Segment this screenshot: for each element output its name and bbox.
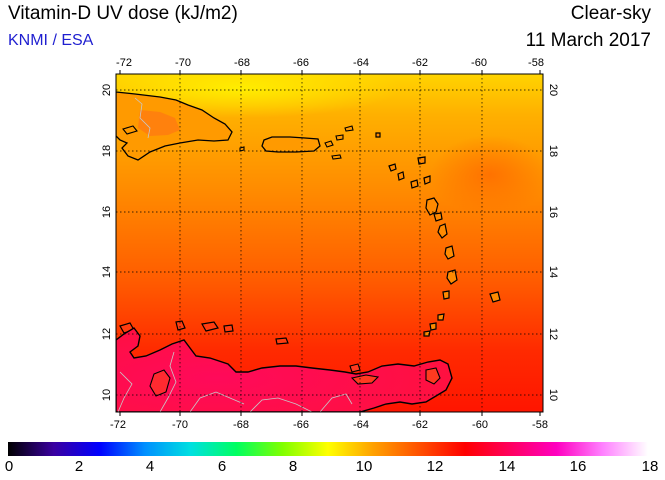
island-lesser-antilles <box>375 132 501 337</box>
lat-tick-right: 20 <box>547 84 559 96</box>
colorbar-label: 10 <box>355 458 373 475</box>
island-abc <box>119 320 289 345</box>
lat-labels-left: 10 12 14 16 18 20 <box>101 84 113 401</box>
lon-tick-top: -70 <box>175 57 191 69</box>
graticule <box>116 74 543 412</box>
lon-tick-bottom: -72 <box>110 419 126 431</box>
lat-tick-left: 18 <box>101 145 113 157</box>
lon-tick-bottom: -66 <box>293 419 309 431</box>
lat-tick-left: 16 <box>101 206 113 218</box>
credit-label: KNMI / ESA <box>8 32 94 49</box>
lon-labels-bottom: -72 -70 -68 -66 -64 -62 -60 -58 <box>110 419 548 431</box>
lat-tick-right: 10 <box>547 389 559 401</box>
lat-tick-left: 12 <box>101 328 113 340</box>
colorbar-label: 4 <box>145 458 155 475</box>
sky-type-label: Clear-sky <box>570 3 651 24</box>
lat-tick-left: 20 <box>101 84 113 96</box>
island-margarita <box>349 363 361 373</box>
map-title: Vitamin-D UV dose (kJ/m2) <box>8 3 238 24</box>
lon-labels-top: -72 -70 -68 -66 -64 -62 -60 -58 <box>116 57 544 69</box>
colorbar-label: 2 <box>74 458 84 475</box>
lon-tick-top: -66 <box>293 57 309 69</box>
axis-ticks <box>119 70 541 416</box>
colorbar-label: 8 <box>288 458 298 475</box>
lon-tick-bottom: -64 <box>353 419 369 431</box>
lat-tick-right: 18 <box>547 145 559 157</box>
uv-dose-map: -72 -70 -68 -66 -64 -62 -60 -58 -72 -70 … <box>101 57 559 431</box>
lon-tick-bottom: -58 <box>532 419 548 431</box>
national-borders <box>117 97 353 412</box>
lat-tick-right: 12 <box>547 328 559 340</box>
colorbar-label: 16 <box>569 458 587 475</box>
colorbar-label: 6 <box>217 458 227 475</box>
lon-tick-bottom: -60 <box>472 419 488 431</box>
lon-tick-bottom: -62 <box>412 419 428 431</box>
island-virgin-islands <box>239 125 354 160</box>
colorbar-label: 12 <box>426 458 444 475</box>
island-puerto-rico <box>261 136 321 153</box>
peninsula-paria <box>350 374 380 385</box>
lon-tick-bottom: -68 <box>233 419 249 431</box>
lat-tick-right: 14 <box>547 266 559 278</box>
date-label: 11 March 2017 <box>525 30 651 51</box>
colorbar-label: 0 <box>4 458 14 475</box>
island-hispaniola-interior <box>138 110 180 136</box>
map-frame <box>115 73 544 413</box>
lon-tick-top: -64 <box>353 57 369 69</box>
lon-tick-top: -60 <box>471 57 487 69</box>
landmass-south-america <box>116 327 453 412</box>
lon-tick-top: -68 <box>234 57 250 69</box>
dose-highlight-east <box>430 135 543 215</box>
lat-labels-right: 10 12 14 16 18 20 <box>547 84 559 401</box>
colorbar-label: 14 <box>498 458 516 475</box>
island-gonave <box>122 125 138 135</box>
lat-tick-right: 16 <box>547 206 559 218</box>
island-trinidad <box>425 367 441 385</box>
colorbar-label: 18 <box>641 458 659 475</box>
lat-tick-left: 10 <box>101 389 113 401</box>
colorbar <box>8 442 648 456</box>
colorbar-labels: 0 2 4 6 8 10 12 14 16 18 <box>0 458 665 478</box>
lat-tick-left: 14 <box>101 266 113 278</box>
lon-tick-top: -58 <box>528 57 544 69</box>
colorbar-ramp <box>8 442 648 456</box>
lake-maracaibo <box>149 369 171 397</box>
lon-tick-top: -72 <box>116 57 132 69</box>
lon-tick-top: -62 <box>412 57 428 69</box>
lon-tick-bottom: -70 <box>172 419 188 431</box>
